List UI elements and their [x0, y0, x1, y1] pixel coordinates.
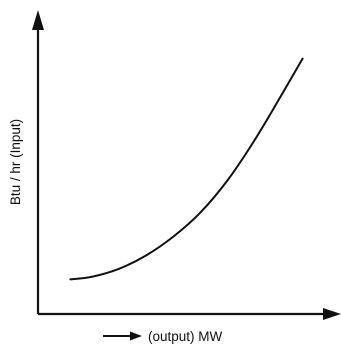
x-axis-arrow-icon — [323, 308, 341, 320]
series-line-0 — [69, 57, 304, 281]
x-label-arrow-icon — [130, 331, 142, 341]
x-axis-label: (output) MW — [148, 329, 223, 344]
y-axis-arrow-icon — [32, 10, 44, 30]
series-layer — [69, 57, 304, 281]
y-axis-label: Btu / hr (Input) — [8, 119, 23, 205]
